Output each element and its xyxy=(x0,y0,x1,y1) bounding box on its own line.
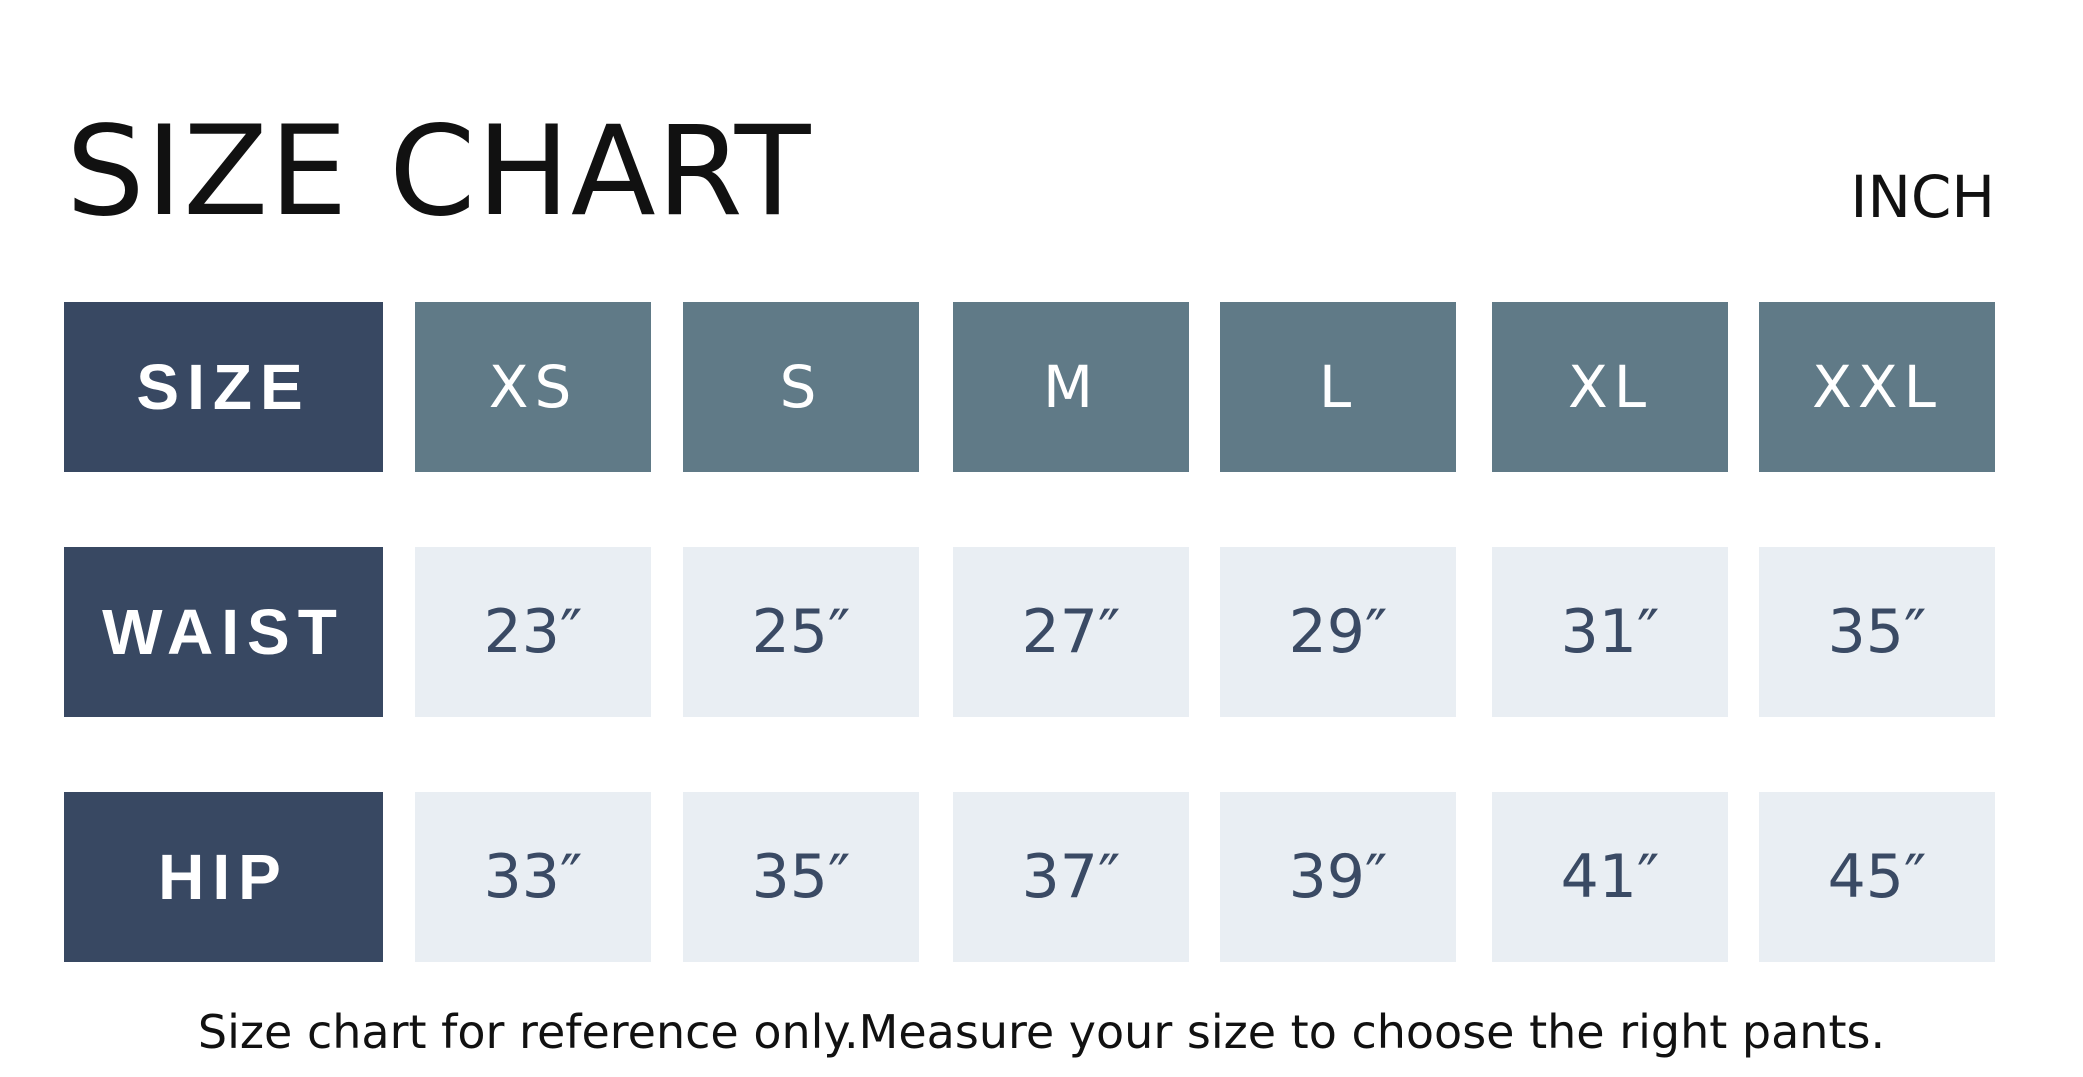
measurement-cell: 37″ xyxy=(953,792,1189,962)
table-row-hip: HIP 33″ 35″ 37″ 39″ 41″ 45″ xyxy=(64,792,1995,962)
measurement-cell: 31″ xyxy=(1492,547,1728,717)
page-title: SIZE CHART xyxy=(66,100,812,244)
size-header-cell: M xyxy=(953,302,1189,472)
measurement-cell: 29″ xyxy=(1220,547,1456,717)
measurement-cell: 35″ xyxy=(1759,547,1995,717)
row-label: HIP xyxy=(64,792,383,962)
table-row-size: SIZE XS S M L XL XXL xyxy=(64,302,1995,472)
size-header-cell: L xyxy=(1220,302,1456,472)
measurement-cell: 41″ xyxy=(1492,792,1728,962)
size-header-cell: XL xyxy=(1492,302,1728,472)
measurement-cell: 35″ xyxy=(683,792,919,962)
row-label: SIZE xyxy=(64,302,383,472)
row-label: WAIST xyxy=(64,547,383,717)
size-header-cell: XXL xyxy=(1759,302,1995,472)
measurement-cell: 39″ xyxy=(1220,792,1456,962)
size-header-cell: S xyxy=(683,302,919,472)
measurement-cell: 27″ xyxy=(953,547,1189,717)
unit-label: INCH xyxy=(1850,163,1995,231)
table-row-waist: WAIST 23″ 25″ 27″ 29″ 31″ 35″ xyxy=(64,547,1995,717)
measurement-cell: 33″ xyxy=(415,792,651,962)
size-header-cell: XS xyxy=(415,302,651,472)
measurement-cell: 45″ xyxy=(1759,792,1995,962)
footnote: Size chart for reference only.Measure yo… xyxy=(197,1005,1886,1059)
measurement-cell: 25″ xyxy=(683,547,919,717)
measurement-cell: 23″ xyxy=(415,547,651,717)
